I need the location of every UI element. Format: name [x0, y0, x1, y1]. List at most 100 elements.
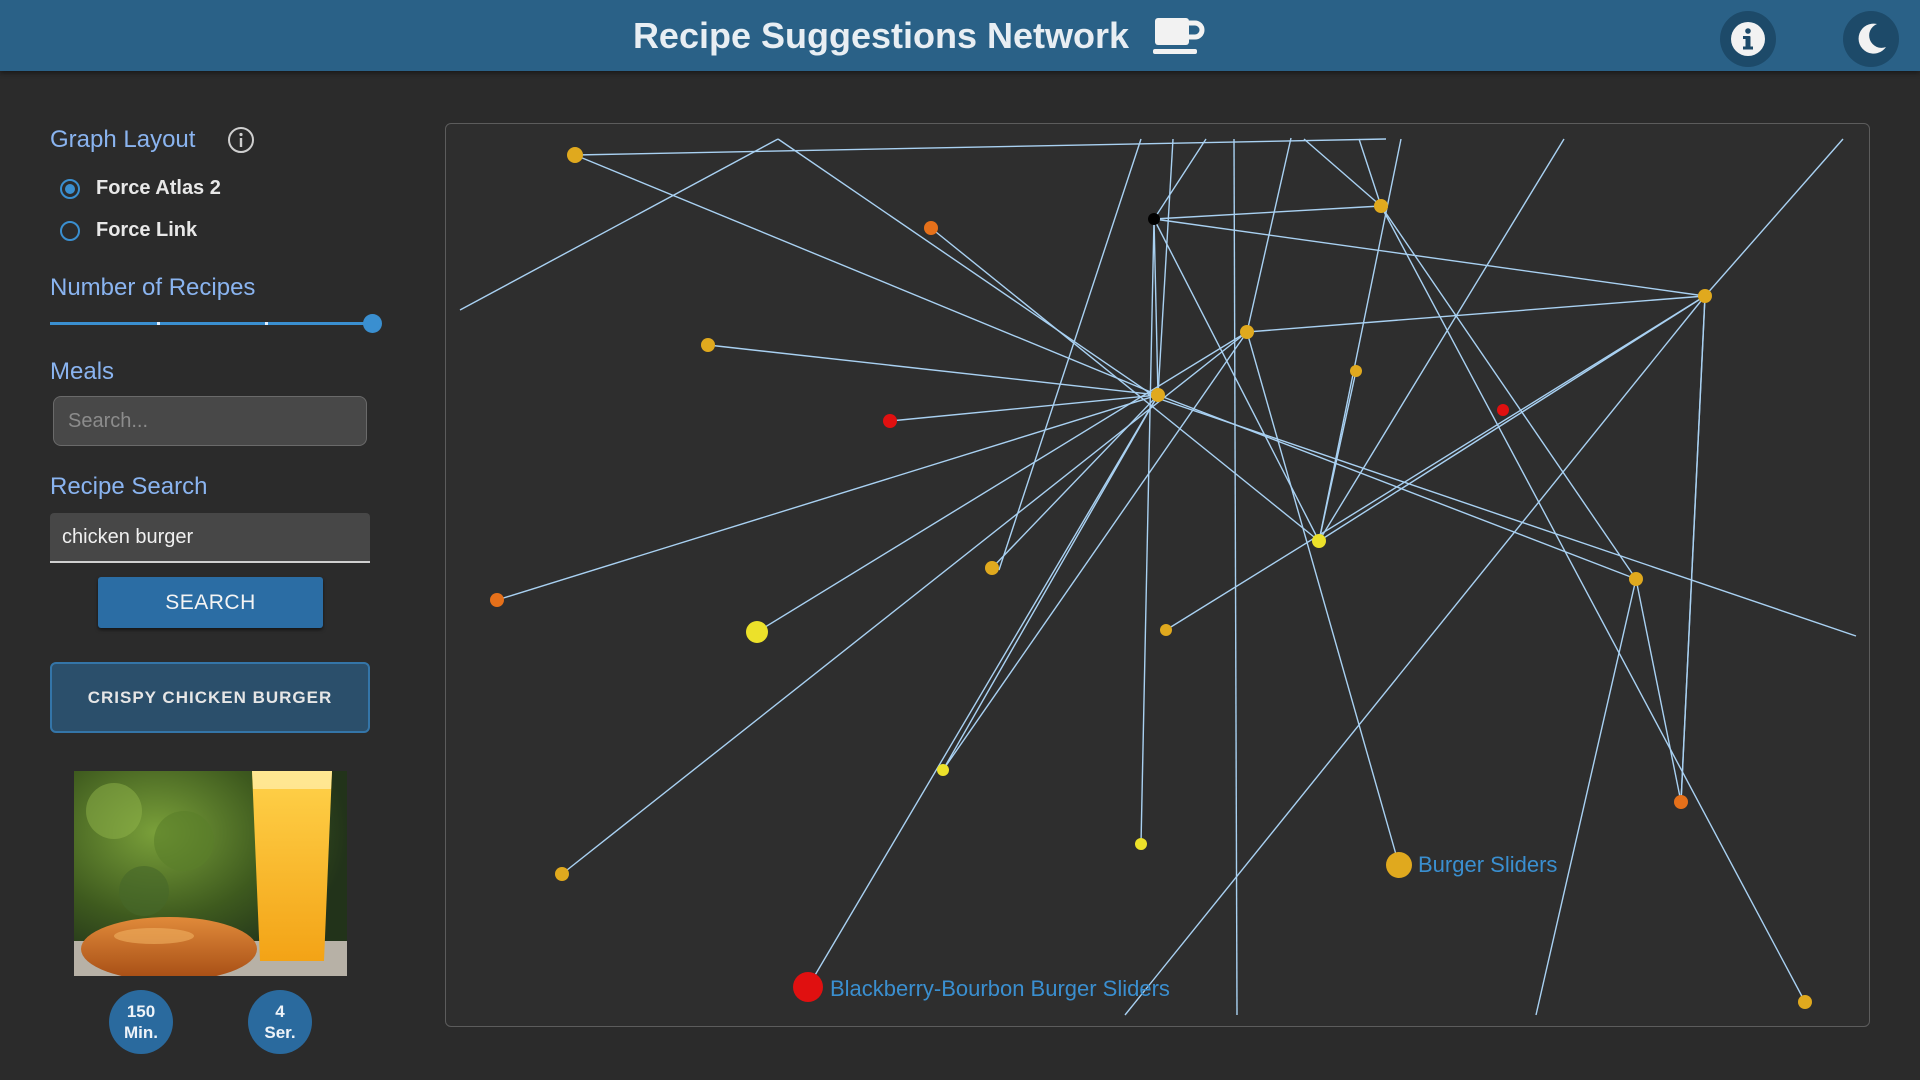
- graph-edge: [777, 138, 1152, 395]
- recipe-result-card[interactable]: CRISPY CHICKEN BURGER: [50, 662, 370, 733]
- graph-edge: [574, 154, 1159, 396]
- graph-edge: [459, 138, 779, 311]
- layout-option-label: Force Atlas 2: [96, 177, 221, 199]
- graph-edge: [889, 394, 1159, 422]
- layout-option-label: Force Link: [96, 219, 198, 241]
- graph-edge: [1157, 138, 1174, 396]
- radio-unselected[interactable]: [60, 220, 80, 241]
- number-of-recipes-label: Number of Recipes: [50, 274, 256, 301]
- app-header: Recipe Suggestions Network: [0, 0, 1920, 71]
- graph-edge: [1147, 394, 1857, 637]
- graph-node[interactable]: [883, 414, 897, 428]
- graph-edge: [1704, 138, 1844, 297]
- graph-node[interactable]: [1148, 213, 1160, 225]
- graph-labels: Burger Sliders Blackberry-Bourbon Burger …: [830, 852, 1557, 1001]
- graph-edge: [1233, 138, 1238, 1016]
- node-label: Blackberry-Bourbon Burger Sliders: [830, 976, 1170, 1001]
- graph-edge: [1380, 205, 1637, 580]
- layout-info-icon[interactable]: [227, 126, 255, 154]
- graph-edge: [1318, 295, 1706, 542]
- graph-edge: [756, 331, 1248, 633]
- graph-edge: [1124, 295, 1706, 1016]
- graph-node[interactable]: [793, 972, 823, 1002]
- slider-tick: [157, 322, 161, 325]
- app-title-text: Recipe Suggestions Network: [632, 14, 1130, 56]
- graph-node[interactable]: [1497, 404, 1509, 416]
- graph-edge: [1635, 578, 1682, 803]
- app-title: Recipe Suggestions Network: [0, 0, 1840, 71]
- graph-node[interactable]: [1698, 289, 1712, 303]
- graph-edge: [561, 331, 1248, 875]
- graph-edges: [459, 137, 1857, 1016]
- meals-label: Meals: [50, 358, 115, 385]
- graph-nodes[interactable]: [490, 147, 1812, 1009]
- graph-edge: [1153, 218, 1320, 542]
- network-canvas[interactable]: Burger Sliders Blackberry-Bourbon Burger …: [446, 124, 1871, 1028]
- graph-node[interactable]: [1629, 572, 1643, 586]
- coffee-cup-icon: [1151, 14, 1207, 58]
- graph-node[interactable]: [1312, 534, 1326, 548]
- radio-selected[interactable]: [60, 178, 80, 199]
- graph-node[interactable]: [1374, 199, 1388, 213]
- slider-thumb[interactable]: [363, 314, 382, 333]
- graph-node[interactable]: [567, 147, 583, 163]
- recipe-search-value: chicken burger: [62, 526, 194, 548]
- graph-node[interactable]: [1674, 795, 1688, 809]
- graph-node[interactable]: [701, 338, 715, 352]
- graph-node[interactable]: [1160, 624, 1172, 636]
- graph-edge: [1153, 218, 1706, 297]
- graph-edge: [1165, 295, 1706, 631]
- graph-edge: [1153, 218, 1159, 396]
- slider-track: [50, 322, 372, 325]
- slider-tick: [264, 322, 268, 325]
- graph-node[interactable]: [1151, 388, 1165, 402]
- graph-edge: [1318, 138, 1565, 542]
- recipe-result-title: CRISPY CHICKEN BURGER: [87, 687, 333, 707]
- servings-value: 4: [275, 1002, 285, 1021]
- info-button[interactable]: [1720, 11, 1776, 67]
- graph-edge: [807, 394, 1159, 988]
- cook-time-badge: 150 Min.: [109, 990, 173, 1054]
- meals-search-input[interactable]: [53, 396, 367, 446]
- recipe-network-graph[interactable]: Burger Sliders Blackberry-Bourbon Burger …: [445, 123, 1870, 1027]
- graph-node[interactable]: [746, 621, 768, 643]
- graph-edge: [1303, 138, 1382, 207]
- cook-time-value: 150: [126, 1002, 156, 1021]
- graph-edge: [574, 138, 1387, 156]
- recipe-search-label: Recipe Search: [50, 473, 208, 500]
- graph-node[interactable]: [985, 561, 999, 575]
- graph-edge: [496, 394, 1159, 601]
- search-button[interactable]: SEARCH: [98, 577, 323, 628]
- graph-node[interactable]: [1798, 995, 1812, 1009]
- graph-edge: [1153, 138, 1207, 220]
- graph-edge: [1140, 218, 1155, 845]
- node-label: Burger Sliders: [1418, 852, 1557, 877]
- graph-edge: [1680, 295, 1706, 803]
- graph-node[interactable]: [1240, 325, 1254, 339]
- recipe-photo: [74, 771, 347, 976]
- layout-option-force-atlas[interactable]: Force Atlas 2: [60, 177, 221, 200]
- graph-edge: [1153, 205, 1382, 220]
- graph-node[interactable]: [555, 867, 569, 881]
- graph-node[interactable]: [924, 221, 938, 235]
- cook-time-unit: Min.: [124, 1023, 158, 1042]
- graph-edge: [1246, 331, 1400, 866]
- info-icon: [1731, 22, 1765, 56]
- number-of-recipes-slider[interactable]: [50, 311, 382, 335]
- graph-edge: [942, 331, 1248, 771]
- graph-node[interactable]: [1350, 365, 1362, 377]
- graph-node[interactable]: [1386, 852, 1412, 878]
- layout-option-force-link[interactable]: Force Link: [60, 219, 197, 242]
- graph-edge: [1246, 295, 1706, 333]
- moon-icon: [1858, 23, 1886, 54]
- graph-node[interactable]: [1135, 838, 1147, 850]
- graph-node[interactable]: [937, 764, 949, 776]
- theme-toggle-button[interactable]: [1843, 11, 1899, 67]
- graph-edge: [1535, 578, 1637, 1016]
- graph-edge: [1358, 138, 1382, 207]
- graph-edge: [707, 344, 1159, 396]
- graph-node[interactable]: [490, 593, 504, 607]
- recipe-search-input[interactable]: chicken burger: [50, 513, 370, 563]
- graph-edge: [1246, 137, 1292, 333]
- servings-badge: 4 Ser.: [248, 990, 312, 1054]
